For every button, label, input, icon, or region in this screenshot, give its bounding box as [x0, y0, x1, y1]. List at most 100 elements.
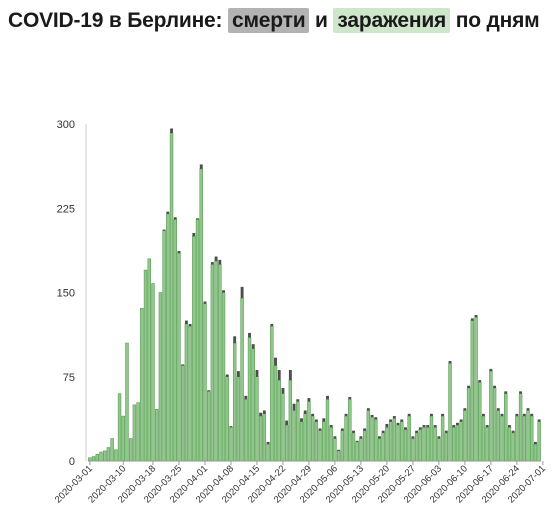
case-bar	[426, 427, 430, 462]
case-bar	[121, 415, 125, 462]
case-bar	[314, 421, 319, 462]
case-bar	[284, 424, 289, 462]
case-bar	[504, 393, 508, 462]
death-bar	[385, 423, 389, 428]
death-bar	[225, 374, 229, 377]
case-bar	[288, 379, 293, 462]
y-tick-label: 0	[69, 456, 75, 468]
death-bar	[504, 391, 508, 394]
case-bar	[537, 421, 541, 462]
y-tick-label: 150	[57, 288, 75, 300]
death-bar	[218, 259, 222, 265]
death-bar	[337, 449, 341, 451]
death-bar	[378, 436, 381, 439]
death-bar	[262, 410, 266, 414]
case-bar	[481, 415, 486, 462]
death-bar	[344, 413, 348, 417]
death-bar	[192, 232, 196, 237]
case-bar	[303, 413, 307, 462]
case-bar	[511, 432, 515, 462]
death-bar	[240, 286, 244, 299]
case-bar	[143, 269, 148, 462]
death-bar	[507, 425, 511, 428]
case-bar	[307, 401, 311, 462]
y-tick-label: 75	[63, 372, 75, 384]
case-bar	[492, 387, 497, 462]
case-bar	[147, 258, 151, 462]
death-bar	[322, 418, 326, 422]
case-bar	[507, 427, 512, 462]
death-bar	[422, 425, 426, 428]
death-bar	[162, 229, 166, 231]
death-bar	[392, 416, 396, 419]
case-bar	[474, 316, 478, 462]
case-bar	[452, 427, 456, 462]
death-bar	[496, 408, 500, 411]
death-bar	[326, 395, 329, 400]
case-bar	[266, 443, 270, 462]
case-bar	[251, 348, 255, 462]
case-bar	[440, 415, 445, 462]
case-bar	[103, 450, 107, 462]
death-bar	[255, 370, 259, 377]
case-bar	[381, 432, 385, 462]
death-bar	[370, 414, 374, 418]
case-bar	[117, 393, 122, 462]
title-part2: и	[309, 9, 334, 32]
case-bar	[192, 236, 196, 462]
case-bar	[214, 260, 218, 462]
death-bar	[318, 428, 322, 431]
case-bar	[91, 456, 96, 462]
case-bar	[448, 363, 452, 462]
case-bar	[203, 303, 207, 462]
death-bar	[478, 380, 482, 383]
case-bar	[247, 337, 252, 462]
death-bar	[359, 436, 363, 439]
case-bar	[166, 213, 170, 462]
death-bar	[270, 323, 274, 327]
case-bar	[114, 449, 118, 462]
death-bar	[467, 385, 471, 388]
death-bar	[348, 396, 352, 400]
death-bar	[285, 420, 289, 426]
case-bar	[518, 393, 523, 462]
death-bar	[203, 301, 207, 304]
case-bar	[400, 421, 404, 462]
death-bar	[300, 418, 303, 422]
case-bar	[296, 401, 300, 462]
case-bar	[88, 457, 92, 462]
death-bar	[430, 413, 433, 417]
death-bar	[166, 211, 170, 214]
chart-title: COVID-19 в Берлине: смерти и заражения п…	[8, 6, 556, 36]
case-bar	[125, 342, 129, 462]
case-bar	[140, 307, 144, 462]
case-bar	[422, 427, 426, 462]
death-bar	[199, 164, 203, 169]
death-bar	[511, 430, 515, 433]
case-bar	[374, 419, 378, 462]
death-bar	[381, 430, 385, 433]
death-bar	[522, 413, 526, 417]
case-bar	[348, 398, 352, 462]
death-bar	[288, 370, 292, 381]
death-bar	[396, 422, 400, 426]
death-bar	[485, 425, 489, 428]
case-bar	[258, 415, 263, 462]
case-bar	[403, 429, 408, 462]
death-bar	[196, 218, 199, 220]
case-bar	[221, 292, 226, 462]
case-bar	[199, 168, 203, 462]
case-bar	[184, 323, 189, 462]
death-bar	[248, 332, 251, 338]
death-bar	[404, 427, 407, 430]
death-bar	[493, 385, 497, 388]
case-bar	[177, 252, 181, 462]
death-bar	[481, 413, 485, 417]
case-bar	[322, 421, 326, 462]
case-bar	[340, 430, 345, 462]
death-bar	[400, 419, 404, 422]
case-bar	[299, 421, 304, 462]
case-bar	[325, 398, 330, 462]
case-bar	[173, 219, 177, 462]
case-bar	[333, 438, 337, 462]
